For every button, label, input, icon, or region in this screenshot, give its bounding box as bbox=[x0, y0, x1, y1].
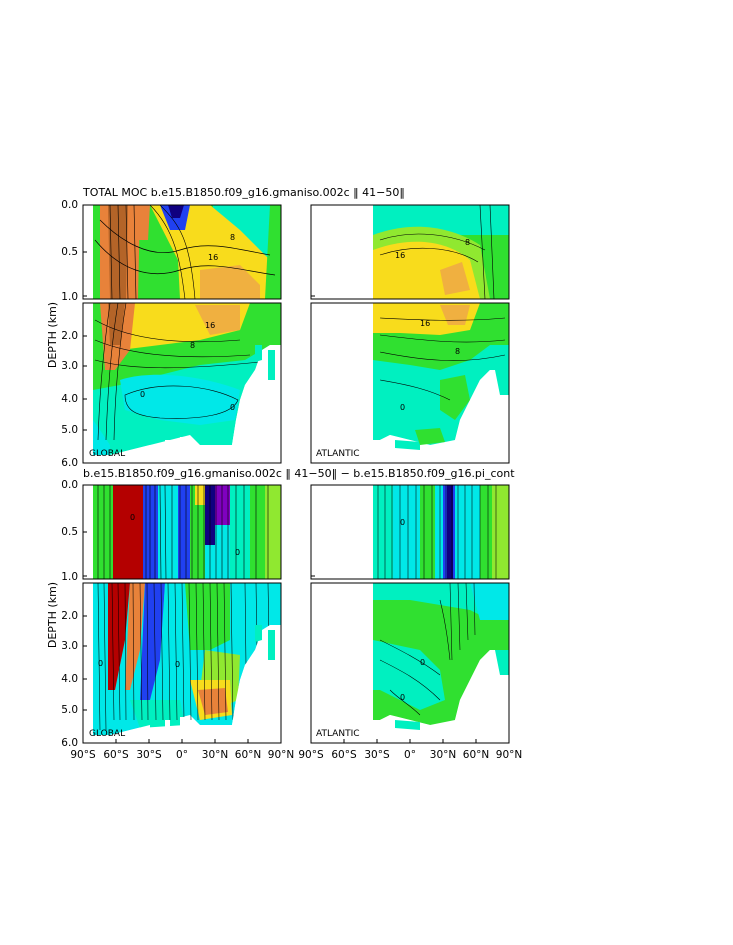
global-upper-field: 16 8 bbox=[83, 205, 281, 299]
contour-label: 8 bbox=[230, 233, 235, 242]
contour-label: 0 bbox=[130, 513, 135, 522]
contour-label: 16 bbox=[395, 251, 405, 260]
x-tick: 90°S bbox=[298, 749, 324, 761]
contour-label: 0 bbox=[400, 403, 405, 412]
x-tick: 90°N bbox=[496, 749, 522, 761]
x-tick: 30°N bbox=[202, 749, 228, 761]
region-label: GLOBAL bbox=[89, 729, 125, 739]
y-tick: 6.0 bbox=[61, 457, 78, 469]
contour-label: 8 bbox=[455, 347, 460, 356]
atlantic-diff-lower-field: 0 0 bbox=[311, 583, 509, 743]
chart-title-difference: b.e15.B1850.f09_g16.gmaniso.002c ‖ 41−50… bbox=[83, 467, 515, 480]
y-tick: 1.0 bbox=[61, 291, 78, 303]
x-tick: 30°N bbox=[430, 749, 456, 761]
contour-label: 8 bbox=[465, 238, 470, 247]
contour-label: 0 bbox=[400, 693, 405, 702]
atlantic-diff-upper-field: 0 bbox=[311, 485, 509, 579]
x-tick: 0° bbox=[176, 749, 188, 761]
y-axis-label-top: DEPTH (km) bbox=[46, 302, 59, 368]
y-tick: 6.0 bbox=[61, 737, 78, 749]
global-lower-field: 16 8 0 0 bbox=[83, 303, 281, 463]
y-tick: 4.0 bbox=[61, 393, 78, 405]
contour-label: 16 bbox=[420, 319, 430, 328]
x-tick: 0° bbox=[404, 749, 416, 761]
x-tick: 30°S bbox=[136, 749, 162, 761]
chart-title-total-moc: TOTAL MOC b.e15.B1850.f09_g16.gmaniso.00… bbox=[82, 186, 405, 199]
x-tick: 90°N bbox=[268, 749, 294, 761]
y-tick: 2.0 bbox=[61, 610, 78, 622]
atlantic-upper-field: 16 8 bbox=[311, 205, 509, 299]
region-label: GLOBAL bbox=[89, 449, 125, 459]
contour-label: 0 bbox=[230, 403, 235, 412]
tick-marks bbox=[83, 204, 477, 743]
y-tick: 2.0 bbox=[61, 330, 78, 342]
x-tick: 90°S bbox=[70, 749, 96, 761]
x-tick: 30°S bbox=[364, 749, 390, 761]
y-tick: 4.0 bbox=[61, 673, 78, 685]
contour-label: 0 bbox=[235, 548, 240, 557]
region-label: ATLANTIC bbox=[316, 449, 360, 459]
contour-label: 16 bbox=[205, 321, 215, 330]
contour-label: 0 bbox=[175, 660, 180, 669]
y-tick: 0.5 bbox=[61, 246, 78, 258]
y-tick: 5.0 bbox=[61, 704, 78, 716]
x-tick: 60°N bbox=[463, 749, 489, 761]
global-diff-lower-field: 0 0 bbox=[83, 583, 281, 743]
panel-total-moc-global: 16 8 16 8 0 0 bbox=[82, 204, 282, 464]
panel-difference-atlantic: 0 0 0 ATLANTIC bbox=[310, 484, 510, 744]
y-tick: 3.0 bbox=[61, 640, 78, 652]
contour-label: 0 bbox=[400, 518, 405, 527]
contour-label: 0 bbox=[140, 390, 145, 399]
y-tick: 0.0 bbox=[61, 479, 78, 491]
global-diff-upper-field: 0 0 bbox=[83, 485, 281, 579]
panel-difference-global: 0 0 0 0 GLOBAL bbox=[82, 484, 282, 744]
contour-label: 0 bbox=[420, 658, 425, 667]
y-tick: 1.0 bbox=[61, 571, 78, 583]
contour-label: 8 bbox=[190, 341, 195, 350]
y-tick: 0.5 bbox=[61, 526, 78, 538]
x-tick: 60°S bbox=[103, 749, 129, 761]
y-tick: 5.0 bbox=[61, 424, 78, 436]
panel-total-moc-atlantic: 16 8 16 8 0 ATLANTIC bbox=[310, 204, 510, 464]
atlantic-lower-field: 16 8 0 bbox=[311, 303, 509, 463]
x-tick: 60°N bbox=[235, 749, 261, 761]
y-axis-label-bottom: DEPTH (km) bbox=[46, 582, 59, 648]
contour-label: 0 bbox=[98, 659, 103, 668]
y-tick: 0.0 bbox=[61, 199, 78, 211]
x-tick: 60°S bbox=[331, 749, 357, 761]
y-tick: 3.0 bbox=[61, 360, 78, 372]
region-label: ATLANTIC bbox=[316, 729, 360, 739]
contour-label: 16 bbox=[208, 253, 218, 262]
